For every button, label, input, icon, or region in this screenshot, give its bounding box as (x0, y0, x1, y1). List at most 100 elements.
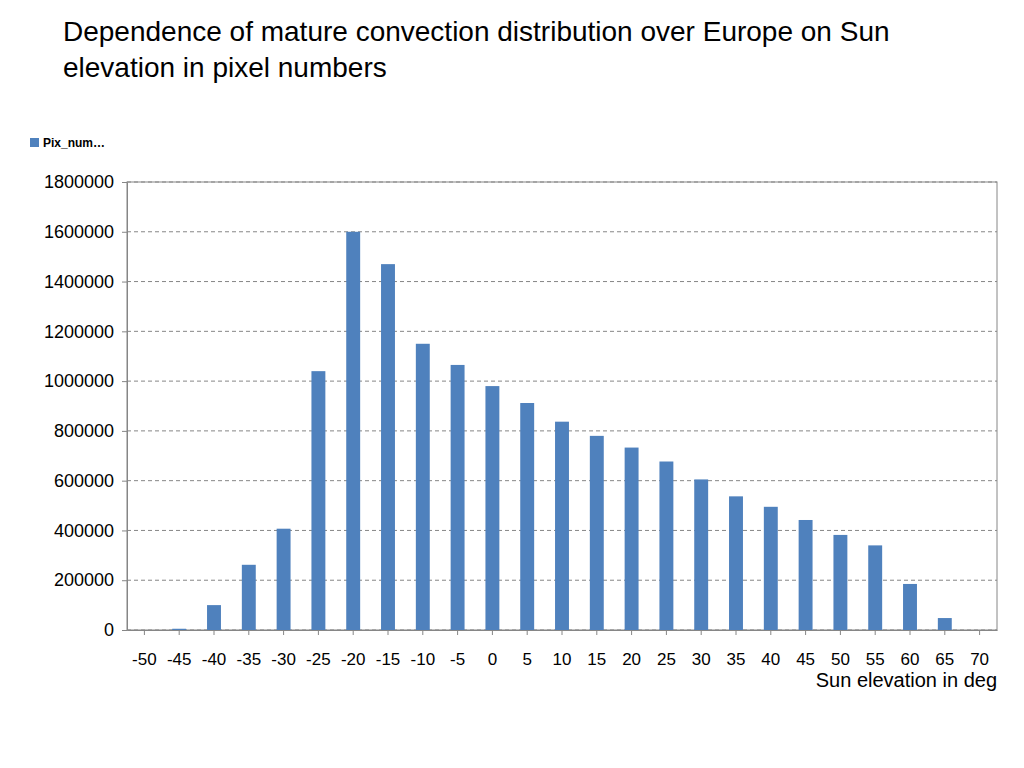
x-tick-label: -20 (341, 650, 366, 669)
x-tick-mark (840, 630, 841, 635)
x-tick: -10 (411, 630, 436, 669)
x-tick: -30 (271, 630, 296, 669)
bar (938, 618, 952, 630)
x-tick-label: -50 (132, 650, 157, 669)
x-tick-mark (910, 630, 911, 635)
bar (555, 422, 569, 630)
x-tick-label: 50 (831, 650, 850, 669)
y-tick-label: 1800000 (44, 172, 114, 192)
legend: Pix_num… (30, 136, 105, 150)
x-tick: 15 (587, 630, 606, 669)
y-tick-label: 1400000 (44, 272, 114, 292)
x-tick: 40 (761, 630, 780, 669)
x-tick-mark (422, 630, 423, 635)
x-tick-mark (944, 630, 945, 635)
x-tick: -15 (376, 630, 401, 669)
bar (311, 371, 325, 630)
bar (659, 462, 673, 630)
y-tick-label: 600000 (54, 471, 114, 491)
y-tick-label: 800000 (54, 421, 114, 441)
x-tick-mark (214, 630, 215, 635)
x-tick: 25 (657, 630, 676, 669)
x-tick-label: 5 (522, 650, 531, 669)
x-tick-label: -40 (202, 650, 227, 669)
x-tick: -45 (167, 630, 192, 669)
x-tick-mark (353, 630, 354, 635)
x-tick: 30 (692, 630, 711, 669)
y-tick: 1600000 (44, 222, 127, 242)
x-tick-mark (979, 630, 980, 635)
y-tick-mark (122, 182, 127, 183)
x-tick-mark (666, 630, 667, 635)
title-line: Dependence of mature convection distribu… (63, 16, 890, 47)
title-line: elevation in pixel numbers (63, 52, 387, 83)
y-tick: 0 (104, 620, 127, 640)
x-tick: -20 (341, 630, 366, 669)
grid-line (127, 281, 997, 282)
x-tick-mark (736, 630, 737, 635)
bar (868, 545, 882, 630)
x-tick-mark (457, 630, 458, 635)
y-tick: 1800000 (44, 172, 127, 192)
bar (485, 386, 499, 630)
y-tick: 400000 (54, 521, 127, 541)
x-tick-mark (248, 630, 249, 635)
bar (694, 479, 708, 630)
x-tick-label: 15 (587, 650, 606, 669)
y-tick-mark (122, 630, 127, 631)
bar (903, 584, 917, 630)
x-tick-label: 55 (866, 650, 885, 669)
x-tick: 35 (727, 630, 746, 669)
x-tick: 45 (796, 630, 815, 669)
y-tick: 200000 (54, 570, 127, 590)
x-tick-mark (179, 630, 180, 635)
grid-line (127, 231, 997, 232)
x-tick-mark (388, 630, 389, 635)
y-tick-mark (122, 580, 127, 581)
y-tick-mark (122, 481, 127, 482)
y-tick-label: 1200000 (44, 322, 114, 342)
x-axis: -50-45-40-35-30-25-20-15-10-505101520253… (128, 630, 998, 669)
x-tick-mark (596, 630, 597, 635)
bar (973, 630, 987, 631)
bar (416, 344, 430, 630)
x-tick-label: -25 (306, 650, 331, 669)
x-axis-title: Sun elevation in deg (816, 669, 997, 691)
plot-frame (127, 182, 997, 630)
y-tick-label: 0 (104, 620, 114, 640)
y-axis: 0 200000 400000 600000 800000 1000000 1200000 1… (44, 172, 128, 640)
x-tick: -40 (202, 630, 227, 669)
x-tick-label: 25 (657, 650, 676, 669)
x-tick: 60 (901, 630, 920, 669)
bar (625, 448, 639, 630)
x-tick: 10 (553, 630, 572, 669)
x-tick: -35 (237, 630, 262, 669)
x-tick-label: 0 (488, 650, 497, 669)
y-tick: 600000 (54, 471, 127, 491)
y-tick-mark (122, 232, 127, 233)
grid-line (127, 331, 997, 332)
x-tick-label: 40 (761, 650, 780, 669)
grid (127, 182, 997, 630)
bar (172, 629, 186, 630)
x-tick-label: -10 (411, 650, 436, 669)
bar (799, 520, 813, 630)
y-tick: 800000 (54, 421, 127, 441)
x-tick-mark (875, 630, 876, 635)
y-tick-mark (122, 381, 127, 382)
x-tick: -5 (450, 630, 465, 669)
bar (729, 496, 743, 630)
y-tick: 1000000 (44, 371, 127, 391)
y-axis-line (127, 183, 128, 631)
bar (242, 565, 256, 630)
x-tick-mark (144, 630, 145, 635)
x-tick-label: -45 (167, 650, 192, 669)
x-tick-mark (701, 630, 702, 635)
x-tick-label: 30 (692, 650, 711, 669)
y-tick-label: 200000 (54, 570, 114, 590)
x-tick-label: -5 (450, 650, 465, 669)
y-tick: 1400000 (44, 272, 127, 292)
x-tick-mark (631, 630, 632, 635)
y-tick-mark (122, 282, 127, 283)
x-tick-mark (492, 630, 493, 635)
